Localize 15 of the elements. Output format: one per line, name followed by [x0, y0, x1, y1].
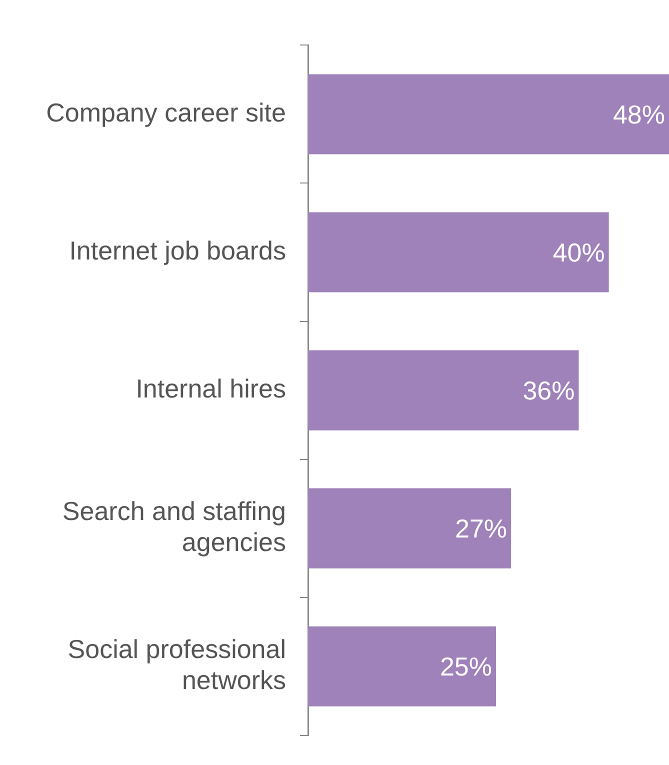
- bar: [308, 350, 579, 430]
- data-label: 36%: [522, 375, 575, 406]
- y-tick-label: Internet job boards: [69, 235, 286, 266]
- data-label: 27%: [455, 514, 508, 544]
- bar: [308, 626, 496, 706]
- y-tick-label: Company career site: [46, 97, 286, 128]
- y-tick-label: Social professional networks: [68, 634, 286, 696]
- y-tick-label: Search and staffing agencies: [62, 496, 286, 558]
- bar: [308, 74, 669, 154]
- bar: [308, 488, 512, 568]
- y-tick-label: Internal hires: [136, 373, 286, 404]
- data-label: 25%: [440, 652, 492, 682]
- bar: [308, 212, 609, 292]
- data-label: 40%: [552, 237, 605, 268]
- data-label: 48%: [612, 99, 665, 130]
